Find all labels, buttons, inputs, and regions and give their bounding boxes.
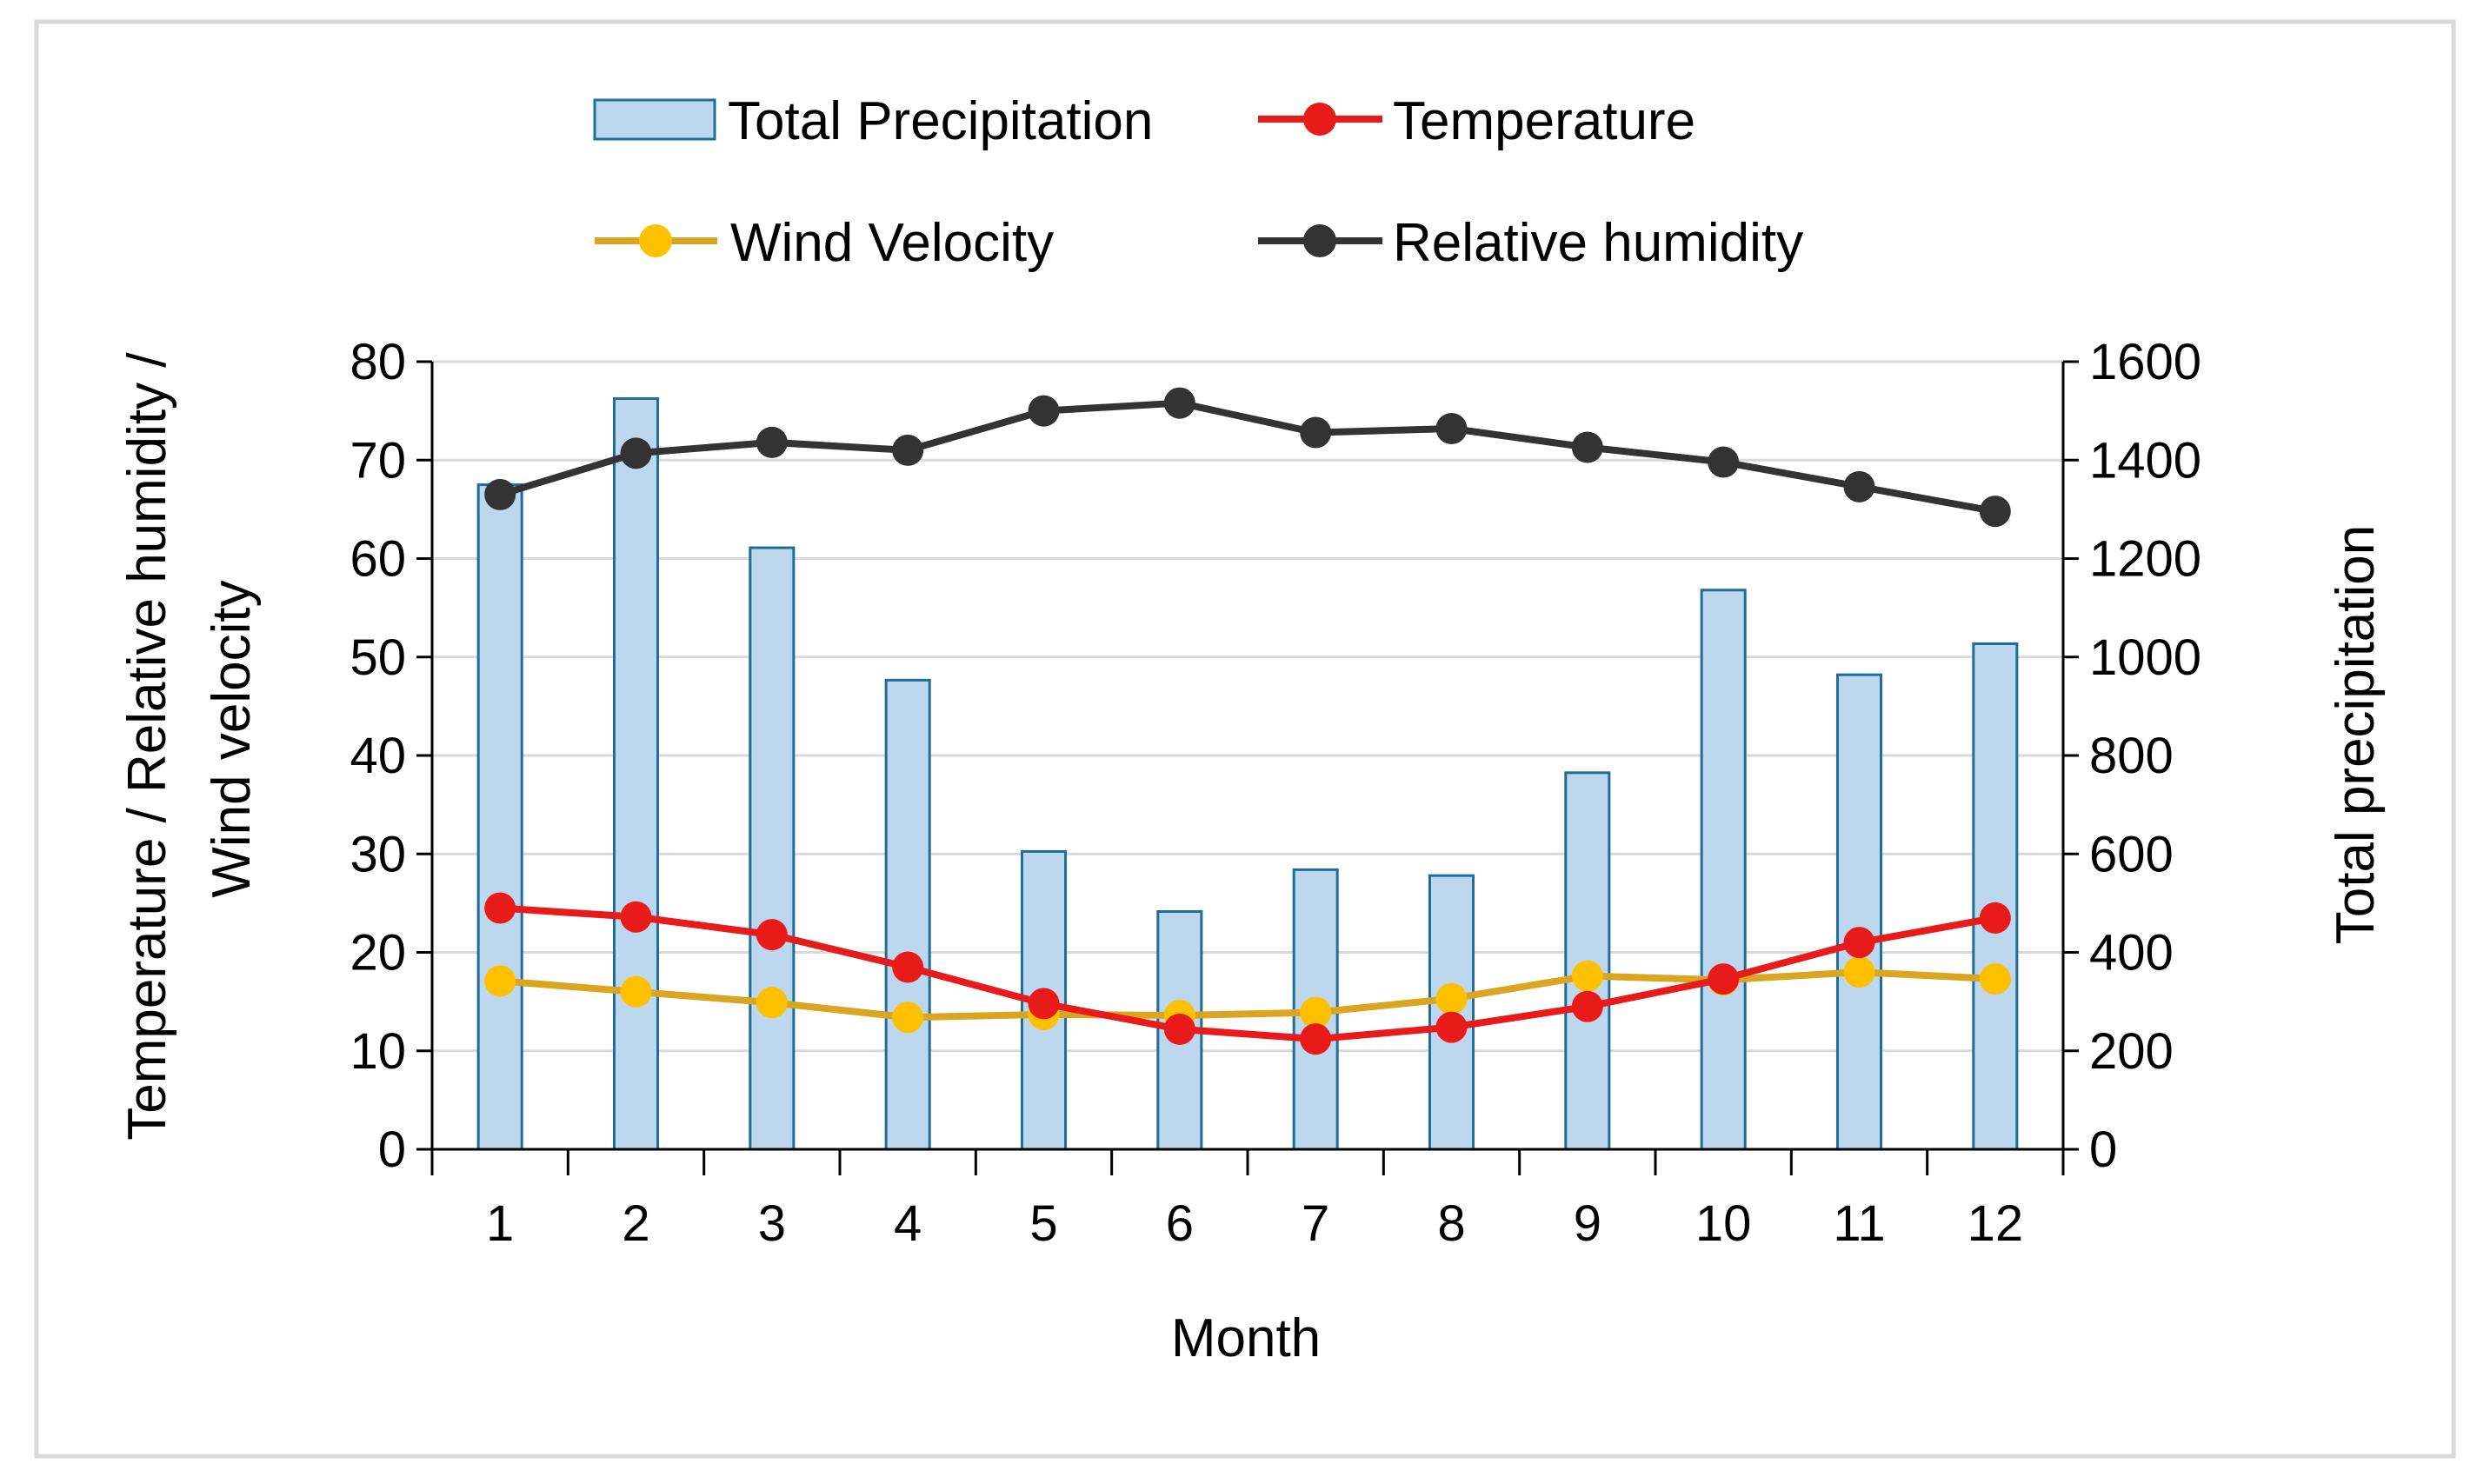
point-relative-humidity-5 [1028, 395, 1060, 427]
x-tick-label-1: 1 [486, 1195, 514, 1252]
right-tick-label-800: 800 [2089, 728, 2174, 784]
right-tick-label-400: 400 [2089, 925, 2174, 982]
x-tick-label-4: 4 [894, 1195, 922, 1252]
left-tick-label-30: 30 [350, 826, 406, 882]
point-relative-humidity-4 [892, 434, 924, 466]
axes [416, 360, 2079, 1175]
left-tick-label-80: 80 [350, 334, 406, 390]
point-relative-humidity-9 [1571, 431, 1603, 463]
x-axis-title: Month [1171, 1308, 1321, 1368]
point-temperature-10 [1708, 963, 1740, 995]
x-tick-label-11: 11 [1833, 1195, 1885, 1252]
line-temperature [499, 904, 1996, 1043]
gridlines [432, 360, 2063, 1053]
bar-total-precipitation-10 [1700, 589, 1747, 1151]
point-relative-humidity-1 [484, 478, 516, 510]
point-temperature-8 [1435, 1011, 1468, 1043]
point-wind-velocity-12 [1979, 963, 2011, 995]
legend-label-temperature: Temperature [1393, 91, 1695, 151]
point-temperature-6 [1163, 1013, 1195, 1045]
x-axis-tick-labels: 1 2 3 4 5 6 7 8 9 10 11 12 [486, 1195, 2023, 1252]
right-axis-title: Total precipitation [2326, 525, 2386, 945]
right-tick-label-0: 0 [2089, 1121, 2117, 1178]
left-axis-title-line-1: Temperature / Relative humidity / [117, 352, 177, 1141]
point-wind-velocity-11 [1843, 956, 1875, 988]
x-tick-label-9: 9 [1574, 1195, 1601, 1252]
legend-item-total-precipitation: Total Precipitation [593, 91, 1153, 151]
point-temperature-12 [1979, 902, 2011, 934]
point-temperature-5 [1028, 988, 1060, 1020]
point-wind-velocity-9 [1571, 960, 1603, 992]
chart-border [34, 19, 2456, 1459]
left-tick-label-10: 10 [350, 1023, 406, 1080]
right-axis-tick-labels: 0 200 400 600 800 1000 1200 1400 1600 [2089, 334, 2201, 1178]
left-tick-label-50: 50 [350, 629, 406, 686]
legend-item-wind-velocity: Wind Velocity [595, 213, 1054, 273]
line-relative-humidity [499, 399, 1996, 516]
left-axis-title-line-2: Wind velocity [202, 580, 262, 897]
bar-total-precipitation-12 [1972, 642, 2019, 1151]
point-wind-velocity-4 [892, 1002, 924, 1034]
legend-swatch-total-precipitation [593, 98, 716, 141]
x-tick-label-6: 6 [1166, 1195, 1194, 1252]
legend-label-wind-velocity: Wind Velocity [730, 213, 1054, 273]
x-tick-label-8: 8 [1437, 1195, 1465, 1252]
left-tick-label-20: 20 [350, 925, 406, 982]
point-relative-humidity-12 [1979, 496, 2011, 528]
line-wind-velocity [499, 968, 1996, 1021]
point-relative-humidity-10 [1708, 446, 1740, 478]
right-tick-label-1400: 1400 [2089, 432, 2201, 489]
point-temperature-1 [484, 892, 516, 924]
point-wind-velocity-8 [1435, 982, 1468, 1015]
point-wind-velocity-3 [756, 987, 788, 1019]
bar-total-precipitation-11 [1835, 673, 1883, 1151]
point-temperature-11 [1843, 927, 1875, 959]
point-temperature-3 [756, 919, 788, 951]
point-relative-humidity-6 [1163, 387, 1195, 419]
legend-item-relative-humidity: Relative humidity [1258, 213, 1803, 273]
legend-marker-temperature [1303, 103, 1336, 136]
left-tick-label-40: 40 [350, 728, 406, 784]
right-tick-label-1000: 1000 [2089, 629, 2201, 686]
legend-marker-wind-velocity [639, 224, 672, 257]
bar-total-precipitation-3 [749, 546, 796, 1151]
right-tick-label-1600: 1600 [2089, 334, 2201, 390]
left-axis-title: Temperature / Relative humidity / Wind v… [117, 337, 262, 1141]
x-tick-label-3: 3 [758, 1195, 786, 1252]
x-tick-label-12: 12 [1968, 1195, 2024, 1252]
point-temperature-4 [892, 951, 924, 983]
left-tick-label-60: 60 [350, 531, 406, 588]
point-wind-velocity-2 [620, 975, 652, 1008]
left-tick-label-0: 0 [378, 1121, 406, 1178]
legend-label-total-precipitation: Total Precipitation [728, 91, 1153, 151]
legend-label-relative-humidity: Relative humidity [1393, 213, 1803, 273]
right-tick-label-600: 600 [2089, 826, 2174, 882]
line-series [484, 387, 2011, 1055]
point-relative-humidity-2 [620, 437, 652, 469]
left-tick-label-70: 70 [350, 432, 406, 489]
x-tick-label-10: 10 [1695, 1195, 1752, 1252]
left-axis-tick-labels: 0 10 20 30 40 50 60 70 80 [350, 334, 406, 1178]
point-wind-velocity-7 [1300, 996, 1332, 1028]
bar-total-precipitation-4 [884, 678, 931, 1151]
x-tick-label-2: 2 [622, 1195, 649, 1252]
bar-total-precipitation-1 [476, 483, 523, 1151]
point-temperature-9 [1571, 990, 1603, 1022]
bar-total-precipitation-2 [612, 396, 660, 1151]
right-tick-label-200: 200 [2089, 1023, 2174, 1080]
right-tick-label-1200: 1200 [2089, 531, 2201, 588]
legend: Total Precipitation Temperature Wind Vel… [593, 91, 1803, 273]
legend-marker-relative-humidity [1303, 224, 1336, 257]
point-relative-humidity-8 [1435, 413, 1468, 445]
point-wind-velocity-1 [484, 965, 516, 997]
point-temperature-7 [1300, 1023, 1332, 1055]
legend-item-temperature: Temperature [1258, 91, 1695, 151]
x-tick-label-5: 5 [1029, 1195, 1057, 1252]
point-relative-humidity-11 [1843, 470, 1875, 502]
point-relative-humidity-7 [1300, 416, 1332, 449]
point-temperature-2 [620, 901, 652, 933]
point-relative-humidity-3 [756, 426, 788, 458]
x-tick-label-7: 7 [1302, 1195, 1329, 1252]
